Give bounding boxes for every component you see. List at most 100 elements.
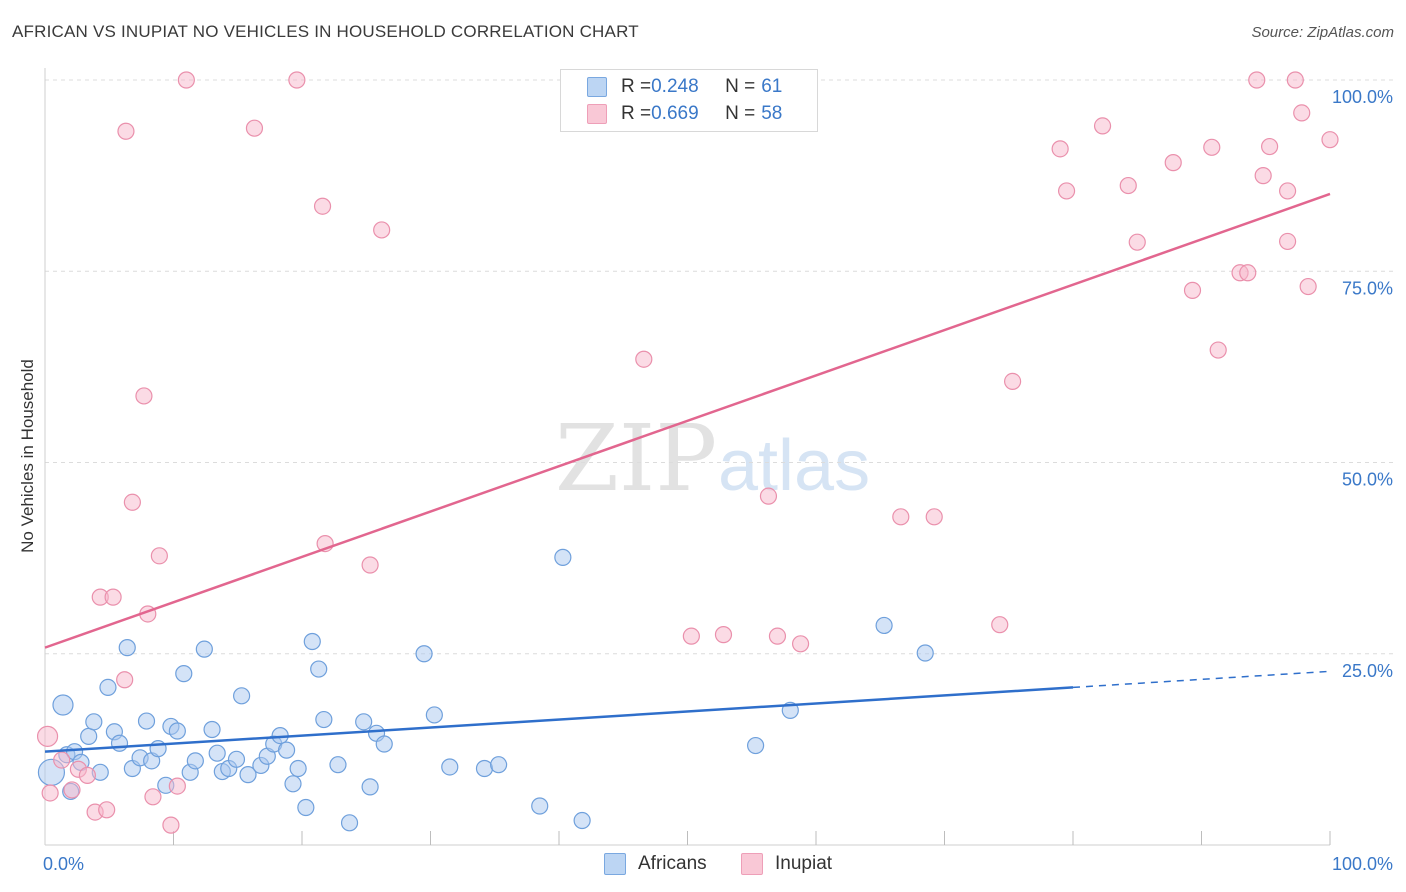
inupiat-point-47 bbox=[1248, 71, 1266, 89]
inupiat-point-37 bbox=[1057, 182, 1076, 200]
inupiat-point-33 bbox=[925, 508, 943, 526]
inupiat-point-38 bbox=[1093, 117, 1112, 135]
africans-point-20 bbox=[168, 722, 186, 740]
inupiat-point-40 bbox=[1128, 233, 1146, 251]
africans-point-40 bbox=[303, 632, 321, 651]
tick-labels: 25.0% 50.0% 75.0% 100.0% 0.0% 100.0% bbox=[43, 87, 1393, 874]
inupiat-point-43 bbox=[1203, 138, 1221, 156]
africans-point-23 bbox=[186, 752, 204, 770]
legend-item-inupiat: Inupiat bbox=[741, 852, 832, 876]
y-axis-label: No Vehicles in Household bbox=[18, 359, 37, 553]
inupiat-point-39 bbox=[1119, 176, 1137, 195]
stats-legend: R = 0.248 N = 61 R = 0.669 N = 58 bbox=[560, 69, 818, 132]
inupiat-point-26 bbox=[635, 350, 653, 368]
inupiat-point-3 bbox=[63, 781, 81, 799]
inupiat-point-2 bbox=[53, 751, 71, 769]
inupiat-point-54 bbox=[1299, 277, 1317, 296]
africans-point-54 bbox=[531, 797, 549, 815]
africans-point-7 bbox=[85, 713, 103, 731]
inupiat-point-0 bbox=[36, 725, 59, 747]
africans-points bbox=[37, 548, 934, 832]
inupiat-point-31 bbox=[791, 635, 810, 653]
africans-point-53 bbox=[490, 756, 508, 774]
africans-point-48 bbox=[375, 735, 393, 753]
inupiat-point-55 bbox=[1321, 131, 1339, 149]
africans-point-43 bbox=[329, 756, 347, 774]
inupiat-point-29 bbox=[759, 487, 778, 505]
africans-point-52 bbox=[475, 759, 494, 778]
inupiat-point-48 bbox=[1254, 167, 1272, 185]
legend-row-africans: R = 0.248 N = 61 bbox=[587, 75, 782, 99]
africans-point-44 bbox=[340, 814, 359, 832]
africans-point-12 bbox=[118, 639, 136, 657]
africans-point-31 bbox=[239, 766, 257, 784]
africans-point-24 bbox=[195, 640, 213, 658]
x-tick-label-max: 100.0% bbox=[1332, 854, 1393, 874]
inupiat-point-50 bbox=[1278, 182, 1297, 200]
inupiat-point-28 bbox=[714, 626, 733, 644]
africans-point-21 bbox=[175, 665, 193, 683]
africans-point-38 bbox=[289, 759, 307, 778]
africans-point-37 bbox=[284, 775, 302, 793]
africans-point-57 bbox=[747, 736, 765, 755]
y-tick-label-0: 25.0% bbox=[1342, 661, 1393, 681]
africans-point-29 bbox=[227, 750, 246, 768]
inupiat-point-8 bbox=[98, 801, 116, 819]
inupiat-point-42 bbox=[1183, 281, 1202, 299]
inupiat-point-10 bbox=[116, 671, 134, 689]
africans-legend-label: Africans bbox=[638, 853, 707, 874]
africans-r-value: 0.248 bbox=[651, 76, 699, 97]
africans-point-55 bbox=[554, 548, 572, 566]
axes bbox=[44, 68, 1331, 846]
africans-point-45 bbox=[355, 713, 373, 731]
inupiat-points bbox=[36, 71, 1339, 834]
inupiat-point-52 bbox=[1286, 71, 1304, 89]
africans-point-49 bbox=[415, 645, 433, 663]
inupiat-point-13 bbox=[135, 387, 153, 405]
africans-point-26 bbox=[208, 744, 226, 762]
inupiat-trend-line bbox=[44, 192, 1331, 649]
inupiat-point-27 bbox=[682, 627, 700, 645]
africans-point-39 bbox=[297, 798, 315, 817]
africans-point-25 bbox=[203, 720, 221, 739]
inupiat-point-1 bbox=[41, 784, 59, 802]
africans-point-56 bbox=[573, 811, 591, 830]
inupiat-point-51 bbox=[1278, 232, 1297, 251]
y-tick-label-1: 50.0% bbox=[1342, 470, 1393, 490]
inupiat-point-30 bbox=[768, 627, 787, 645]
inupiat-point-41 bbox=[1164, 154, 1182, 172]
inupiat-point-12 bbox=[123, 493, 141, 511]
legend-item-africans: Africans bbox=[604, 852, 707, 876]
inupiat-point-53 bbox=[1293, 104, 1311, 122]
africans-point-60 bbox=[916, 644, 934, 662]
africans-point-36 bbox=[277, 741, 296, 759]
africans-swatch bbox=[587, 77, 607, 97]
inupiat-point-9 bbox=[104, 588, 122, 606]
africans-r-label: R = bbox=[621, 76, 652, 97]
inupiat-n-label: N = bbox=[725, 103, 756, 124]
africans-point-42 bbox=[315, 710, 333, 729]
africans-point-59 bbox=[875, 616, 893, 635]
africans-n-label: N = bbox=[725, 76, 756, 97]
inupiat-point-49 bbox=[1261, 137, 1279, 156]
africans-n-value: 61 bbox=[761, 76, 783, 97]
inupiat-point-22 bbox=[313, 197, 332, 215]
inupiat-point-16 bbox=[150, 547, 168, 565]
africans-legend-swatch bbox=[604, 853, 626, 875]
africans-point-9 bbox=[99, 678, 117, 697]
inupiat-point-35 bbox=[1004, 372, 1022, 391]
africans-point-1 bbox=[52, 694, 74, 716]
inupiat-point-18 bbox=[168, 777, 186, 795]
watermark: ZIP atlas bbox=[555, 405, 870, 512]
inupiat-r-value: 0.669 bbox=[651, 103, 699, 124]
trend-lines bbox=[44, 192, 1331, 753]
legend-row-inupiat: R = 0.669 N = 58 bbox=[587, 102, 782, 126]
africans-point-41 bbox=[310, 660, 328, 678]
inupiat-legend-label: Inupiat bbox=[775, 853, 833, 874]
africans-point-15 bbox=[137, 712, 156, 730]
y-tick-label-3: 100.0% bbox=[1332, 87, 1393, 107]
inupiat-legend-swatch bbox=[741, 853, 763, 875]
inupiat-point-24 bbox=[361, 556, 379, 574]
africans-trend-extension bbox=[1072, 670, 1331, 689]
